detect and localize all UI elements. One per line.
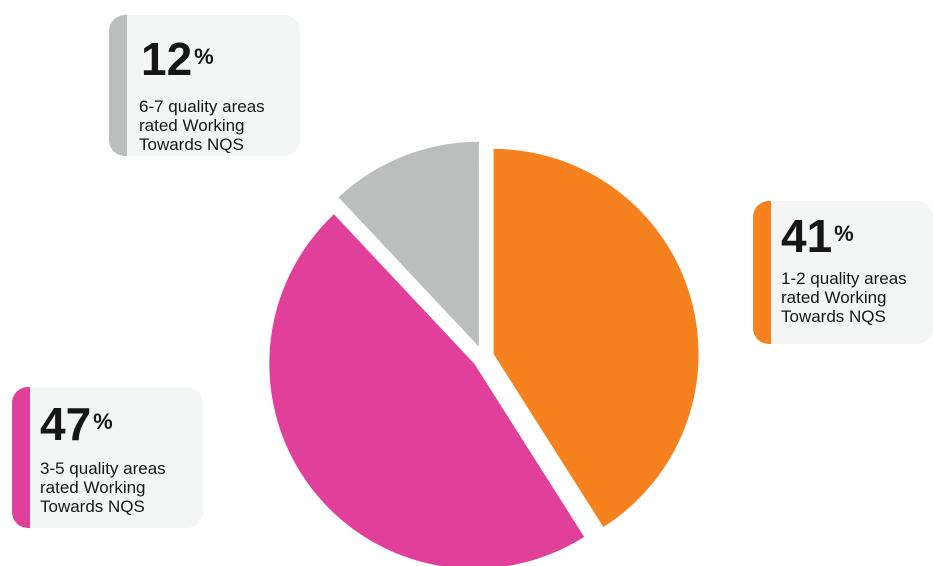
callout-6-7-areas: 12% 6-7 quality areas rated Working Towa… (109, 15, 300, 156)
callout-description: 3-5 quality areas rated Working Towards … (40, 459, 166, 516)
callout-description: 6-7 quality areas rated Working Towards … (139, 97, 265, 154)
pie-slice-1-2-areas (493, 148, 699, 528)
callout-percentage: 41% (781, 210, 854, 262)
pie-slice-3-5-areas (269, 214, 585, 566)
pie-slice-6-7-areas (338, 141, 479, 347)
callout-color-bar (12, 387, 30, 528)
callout-3-5-areas: 47% 3-5 quality areas rated Working Towa… (12, 387, 203, 528)
callout-percentage: 12% (141, 33, 214, 85)
callout-color-bar (753, 201, 771, 344)
callout-description: 1-2 quality areas rated Working Towards … (781, 269, 907, 326)
callout-percentage: 47% (40, 398, 113, 450)
callout-1-2-areas: 41% 1-2 quality areas rated Working Towa… (753, 201, 933, 344)
callout-color-bar (109, 15, 127, 156)
